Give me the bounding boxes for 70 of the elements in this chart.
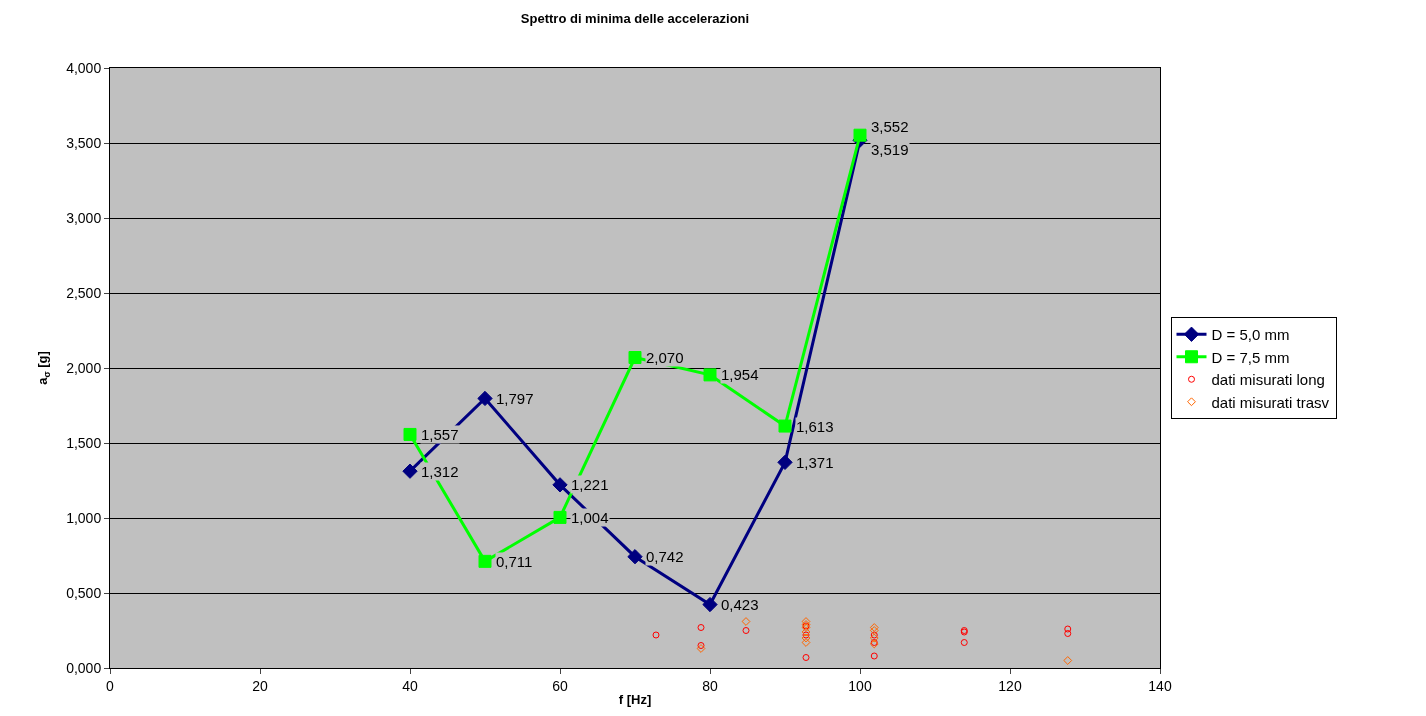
point [801, 627, 811, 637]
point [801, 638, 811, 647]
point [697, 642, 705, 649]
point [403, 427, 417, 441]
point [802, 631, 810, 639]
point [741, 617, 751, 626]
point [627, 549, 643, 565]
point [742, 627, 750, 634]
x-tick-label: 0 [106, 677, 115, 694]
point [1064, 630, 1072, 637]
data-label: 1,613 [796, 418, 834, 435]
point [801, 617, 811, 626]
point [697, 624, 705, 631]
y-tick-label: 0,000 [66, 659, 102, 676]
point [870, 631, 878, 639]
data-label: 3,552 [871, 118, 909, 135]
y-tick-label: 2,000 [66, 359, 102, 376]
point [869, 633, 879, 643]
legend-label: D = 5,0 mm [1211, 326, 1290, 344]
y-tick-label: 0,500 [66, 584, 102, 601]
legend-label: dati misurati long [1211, 371, 1325, 389]
data-label: 1,371 [796, 454, 834, 471]
data-label: 0,711 [496, 553, 533, 570]
point [777, 454, 793, 470]
point [628, 351, 642, 364]
point [960, 639, 968, 646]
y-tick-label: 3,000 [66, 209, 102, 226]
y-tick-label: 2,500 [66, 284, 102, 301]
point [478, 554, 492, 568]
y-tick-label: 4,000 [66, 59, 102, 76]
x-tick-label: 20 [252, 677, 268, 694]
y-tick-label: 1,000 [66, 509, 102, 526]
data-label: 1,004 [571, 509, 609, 526]
point [853, 128, 867, 142]
point [402, 463, 418, 479]
data-label: 2,070 [646, 349, 684, 366]
legend-label: dati misurati trasv [1211, 393, 1330, 411]
point [870, 652, 878, 660]
point [1063, 656, 1073, 665]
data-label: 1,557 [421, 426, 459, 443]
point [696, 644, 706, 653]
point [702, 596, 718, 613]
data-label: 0,742 [646, 548, 684, 565]
point [703, 368, 717, 382]
x-tick-label: 100 [848, 677, 872, 694]
data-label: 0,423 [721, 596, 759, 613]
point [477, 390, 493, 407]
chart-title: Spettro di minima delle accelerazioni [520, 11, 750, 27]
data-label: 1,312 [421, 463, 459, 480]
x-tick-label: 140 [1148, 677, 1172, 694]
x-tick-label: 60 [552, 677, 568, 694]
point [652, 631, 660, 639]
x-tick-label: 80 [702, 677, 718, 694]
x-tick-label: 120 [998, 677, 1022, 694]
legend-label: D = 7,5 mm [1211, 348, 1290, 366]
data-label: 1,797 [496, 390, 534, 407]
point [869, 626, 879, 635]
data-label: 1,954 [721, 366, 759, 383]
point [553, 510, 567, 524]
point [1064, 625, 1072, 633]
x-tick-label: 40 [402, 677, 418, 694]
data-label: 1,221 [571, 476, 609, 493]
y-tick-label: 3,500 [66, 134, 102, 151]
data-label: 3,519 [871, 141, 909, 158]
point [801, 633, 811, 643]
x-axis-title: f [Hz] [618, 692, 652, 708]
y-tick-label: 1,500 [66, 434, 102, 451]
point [778, 419, 792, 433]
point [552, 477, 568, 493]
point [802, 654, 810, 661]
